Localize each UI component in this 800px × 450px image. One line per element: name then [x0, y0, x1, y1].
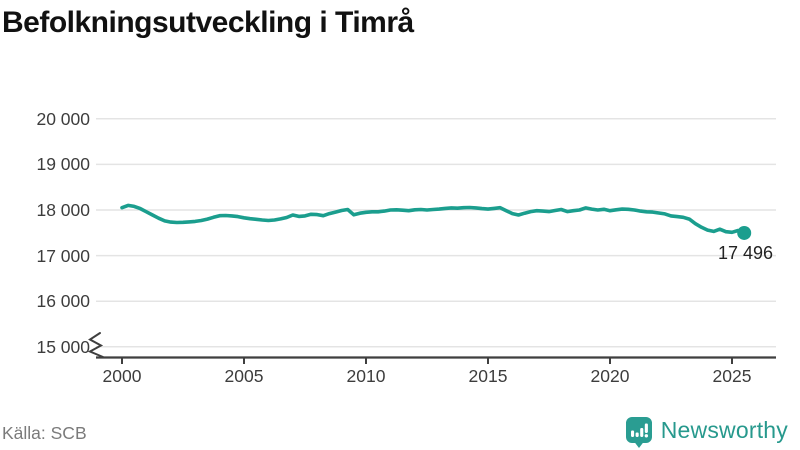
source-note: Källa: SCB — [2, 423, 87, 443]
last-value-label: 17 496 — [717, 243, 773, 263]
y-axis-tick-label: 19 000 — [36, 154, 90, 175]
x-axis-tick-label: 2000 — [102, 366, 142, 386]
x-axis-tick-label: 2025 — [712, 366, 752, 386]
y-axis-tick-label: 18 000 — [36, 200, 90, 220]
x-axis-tick-label: 2010 — [346, 366, 386, 386]
y-axis-tick-label: 16 000 — [36, 291, 90, 312]
chart-title: Befolkningsutveckling i Timrå — [2, 6, 414, 39]
bar-chart-speech-bubble-icon — [625, 416, 653, 449]
x-axis-tick-label: 2015 — [468, 366, 508, 386]
x-axis-tick-label: 2020 — [590, 366, 630, 386]
y-axis-tick-label: 17 000 — [36, 245, 90, 266]
x-axis-tick-label: 2005 — [224, 366, 264, 386]
brand-name: Newsworthy — [660, 416, 788, 443]
newsworthy-logo[interactable]: Newsworthy — [625, 416, 788, 449]
y-axis-tick-label: 20 000 — [36, 108, 90, 129]
y-axis-tick-label: 15 000 — [36, 336, 90, 357]
